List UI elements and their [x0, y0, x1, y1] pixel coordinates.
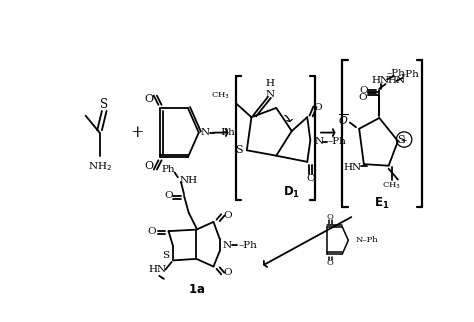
Text: HN: HN — [344, 163, 362, 172]
Text: +: + — [130, 124, 144, 141]
Text: O: O — [326, 213, 333, 221]
Text: N: N — [265, 90, 274, 99]
Text: $\mathbf{E_1}$: $\mathbf{E_1}$ — [374, 196, 389, 211]
Text: O: O — [145, 161, 154, 171]
Text: CH$_3$: CH$_3$ — [210, 90, 230, 101]
Text: HN: HN — [387, 77, 405, 85]
Text: $\mathbf{1a}$: $\mathbf{1a}$ — [188, 283, 205, 296]
Text: O: O — [164, 191, 173, 200]
Text: O: O — [223, 211, 232, 220]
Text: S: S — [235, 145, 243, 155]
Text: S: S — [397, 135, 405, 145]
Text: HN: HN — [372, 77, 390, 85]
Text: O: O — [358, 93, 366, 102]
Text: O: O — [223, 268, 232, 277]
Text: $+$: $+$ — [401, 135, 408, 145]
Text: N–Ph: N–Ph — [356, 236, 379, 244]
Text: O: O — [359, 86, 368, 95]
Text: O: O — [145, 94, 154, 104]
Text: O: O — [306, 174, 315, 183]
Text: N: N — [201, 128, 210, 137]
Text: N: N — [223, 241, 232, 250]
Text: S: S — [100, 98, 108, 111]
Text: –Ph: –Ph — [387, 69, 406, 78]
Text: NH: NH — [180, 176, 198, 185]
Text: H: H — [265, 79, 274, 88]
Text: O: O — [326, 260, 333, 268]
Text: O: O — [147, 227, 156, 236]
Text: –Ph: –Ph — [217, 128, 235, 137]
Text: $\mathbf{D_1}$: $\mathbf{D_1}$ — [283, 185, 301, 200]
Text: NH$_2$: NH$_2$ — [88, 160, 111, 173]
Text: –Ph: –Ph — [238, 241, 257, 250]
Text: N: N — [314, 137, 323, 146]
Text: HN: HN — [149, 265, 167, 274]
Text: Ph: Ph — [162, 165, 175, 174]
Text: –Ph: –Ph — [401, 70, 420, 79]
Text: $\overline{O}$: $\overline{O}$ — [338, 112, 349, 127]
Text: S: S — [162, 251, 169, 260]
Text: –Ph: –Ph — [327, 137, 346, 146]
Text: CH$_3$: CH$_3$ — [382, 180, 401, 191]
Text: O: O — [314, 103, 322, 112]
